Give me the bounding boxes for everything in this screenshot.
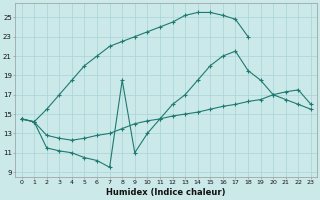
X-axis label: Humidex (Indice chaleur): Humidex (Indice chaleur): [107, 188, 226, 197]
